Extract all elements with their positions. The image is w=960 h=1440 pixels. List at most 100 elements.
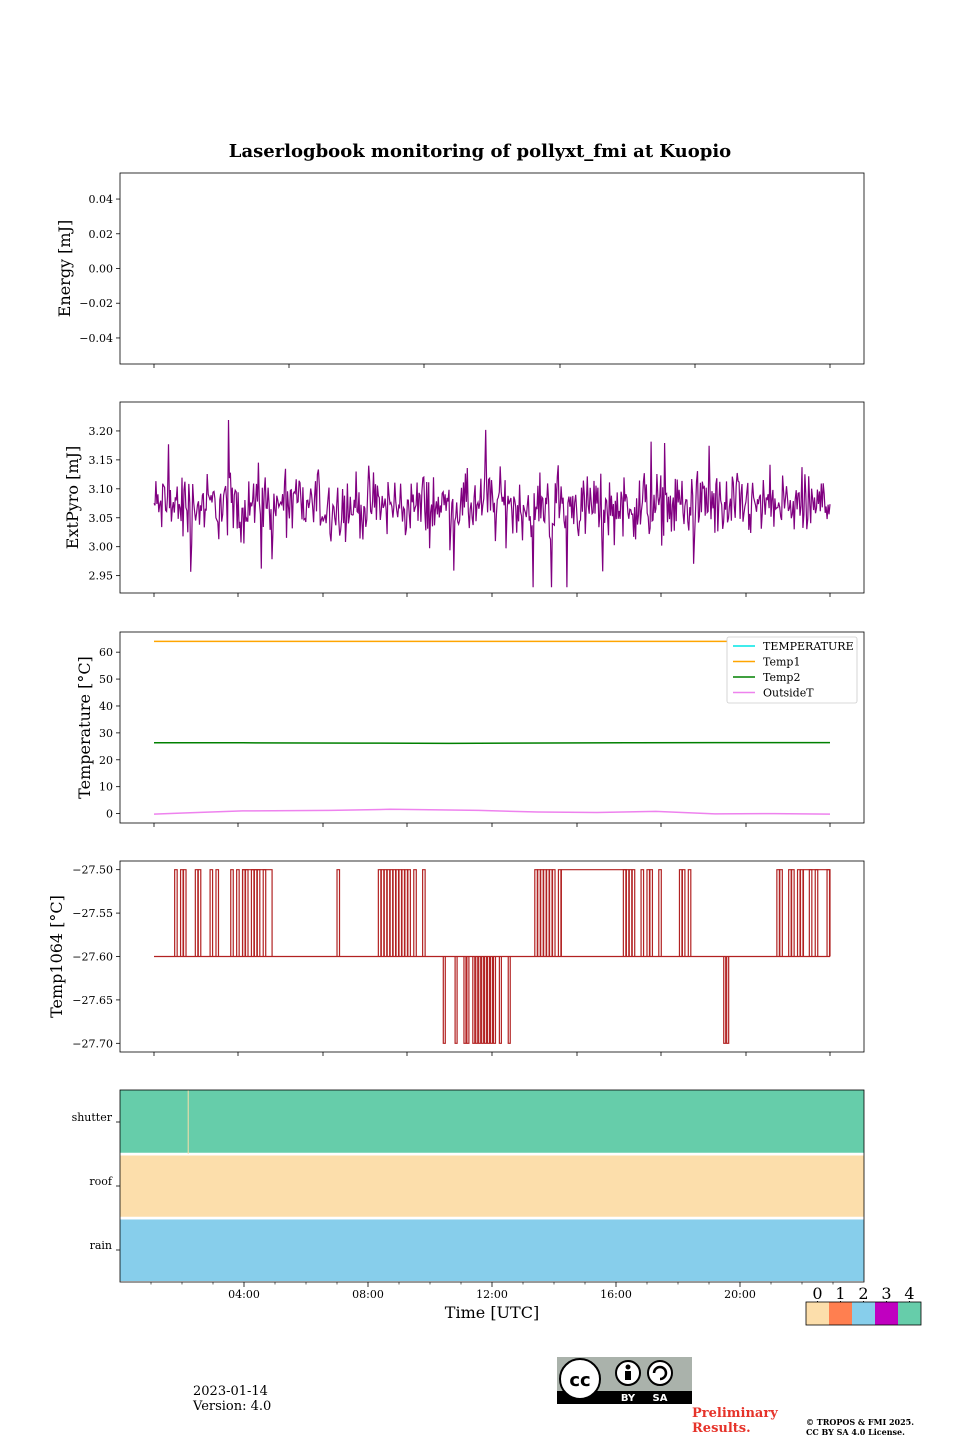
energy-ytick-label: −0.04 bbox=[79, 332, 113, 345]
temp1064-high-spike bbox=[197, 869, 202, 957]
temp1064-ytick-label: −27.70 bbox=[72, 1037, 113, 1050]
cc-by-label: BY bbox=[621, 1393, 636, 1404]
temp1064-high-spike bbox=[413, 869, 417, 957]
temp1064-low-spike bbox=[466, 956, 470, 1044]
temp1064-high-spike bbox=[788, 869, 792, 957]
status-xtick-label: 12:00 bbox=[476, 1288, 508, 1301]
temp1064-high-spike bbox=[799, 869, 804, 957]
temperature-ytick-label: 40 bbox=[99, 700, 113, 713]
status-row-label-roof: roof bbox=[89, 1175, 113, 1188]
temp1064-low-spike bbox=[723, 956, 727, 1044]
temp1064-high-spike bbox=[540, 869, 544, 957]
temp1064-high-spike bbox=[808, 869, 813, 957]
temp1064-high-spike bbox=[253, 869, 258, 957]
panel-temp1064: −27.50 −27.55 −27.60 −27.65 −27.70 Temp1064 [… bbox=[47, 860, 865, 1056]
legend-entry-temperature: TEMPERATURE bbox=[763, 640, 854, 653]
colorbar-cell-0 bbox=[806, 1302, 829, 1325]
status-row-shutter bbox=[120, 1090, 864, 1153]
copyright-line-2: CC BY SA 4.0 License. bbox=[806, 1427, 905, 1437]
status-row-roof bbox=[120, 1155, 864, 1217]
temp1064-high-spike bbox=[215, 869, 220, 957]
extpyro-ytick-label: 3.10 bbox=[89, 483, 114, 496]
legend-entry-temp1: Temp1 bbox=[763, 656, 800, 669]
status-row-label-rain: rain bbox=[90, 1239, 112, 1252]
temp1064-high-spike bbox=[678, 869, 683, 957]
panel-extpyro: 3.20 3.15 3.10 3.05 3.00 2.95 ExtPyro [mJ] bbox=[63, 401, 865, 597]
status-row-label-shutter: shutter bbox=[72, 1111, 113, 1124]
colorbar-cell-3 bbox=[875, 1302, 898, 1325]
temp1064-high-spike bbox=[548, 869, 553, 957]
cc-license-badge: cc BY SA bbox=[557, 1357, 692, 1404]
temperature-legend: TEMPERATURE Temp1 Temp2 OutsideT bbox=[726, 636, 858, 704]
extpyro-ytick-label: 3.15 bbox=[89, 454, 114, 467]
temp1064-high-spike bbox=[551, 869, 556, 957]
temp1064-high-spike bbox=[404, 869, 409, 957]
temp1064-high-spike bbox=[256, 869, 261, 957]
temp1064-high-spike bbox=[241, 869, 246, 957]
temp1064-high-spike bbox=[236, 869, 240, 957]
energy-frame bbox=[119, 172, 865, 365]
colorbar-cell-4 bbox=[898, 1302, 921, 1325]
temp1064-high-spike bbox=[392, 869, 397, 957]
temp1064-high-spike bbox=[389, 869, 394, 957]
status-xtick-label: 16:00 bbox=[600, 1288, 632, 1301]
extpyro-ytick-label: 3.05 bbox=[89, 512, 114, 525]
temp1064-high-spike bbox=[687, 869, 692, 957]
results-label: Results. bbox=[692, 1421, 751, 1436]
cc-icon: cc bbox=[569, 1370, 590, 1391]
legend-entry-temp2: Temp2 bbox=[763, 671, 800, 684]
temp1064-high-spike bbox=[262, 869, 267, 957]
temp1064-low-spike bbox=[507, 956, 511, 1044]
colorbar-frame bbox=[805, 1301, 922, 1326]
temp1064-high-spike bbox=[386, 869, 391, 957]
temp1064-ylabel: Temp1064 [°C] bbox=[47, 895, 66, 1018]
temp1064-high-spike bbox=[398, 869, 403, 957]
temperature-ytick-label: 0 bbox=[106, 808, 113, 821]
temp1064-high-spike bbox=[194, 869, 199, 957]
temp1064-high-spike bbox=[179, 869, 184, 957]
energy-ylabel: Energy [mJ] bbox=[55, 220, 74, 318]
temp1064-high-spike bbox=[377, 869, 382, 957]
temp1064-ytick-label: −27.60 bbox=[72, 951, 113, 964]
temp1064-low-spike bbox=[492, 956, 497, 1044]
temp1064-low-spike bbox=[475, 956, 479, 1044]
preliminary-label: Preliminary bbox=[692, 1406, 778, 1421]
temp1064-high-spike bbox=[557, 869, 562, 957]
temperature-ytick-label: 10 bbox=[99, 781, 113, 794]
status-xtick-label: 08:00 bbox=[352, 1288, 384, 1301]
temp1064-high-spike bbox=[631, 869, 636, 957]
temp1064-high-spike bbox=[791, 869, 795, 957]
temp1064-high-spike bbox=[174, 869, 178, 957]
temp1064-high-spike bbox=[546, 869, 550, 957]
temp1064-high-spike bbox=[646, 869, 651, 957]
temp1064-high-spike bbox=[395, 869, 400, 957]
temp1064-high-spike bbox=[250, 869, 255, 957]
temp1064-high-plateau bbox=[560, 869, 627, 957]
chart-panels: 0.04 0.02 0.00 −0.02 −0.04 Energy [mJ] 3.20 3.1… bbox=[47, 172, 922, 1326]
sa-icon bbox=[647, 1360, 673, 1386]
temp1064-high-spike bbox=[622, 869, 627, 957]
colorbar-cell-1 bbox=[829, 1302, 852, 1325]
panel-temperature: 60 50 40 30 20 10 0 Temperature [°C] TEMPERATURE… bbox=[75, 631, 865, 827]
temperature-ylabel: Temperature [°C] bbox=[75, 656, 94, 799]
colorbar-label-4: 4 bbox=[904, 1284, 914, 1303]
temp1064-high-spike bbox=[230, 869, 234, 957]
status-xtick-label: 20:00 bbox=[724, 1288, 756, 1301]
temp1064-high-spike bbox=[380, 869, 385, 957]
colorbar-label-2: 2 bbox=[858, 1284, 868, 1303]
temp1064-high-spike bbox=[658, 869, 662, 957]
figure-title: Laserlogbook monitoring of pollyxt_fmi a… bbox=[228, 141, 732, 162]
temp1064-high-spike bbox=[537, 869, 541, 957]
energy-ytick-label: 0.00 bbox=[89, 263, 114, 276]
temp1064-low-spike bbox=[481, 956, 485, 1044]
temp1064-high-spike bbox=[628, 869, 633, 957]
status-xtick-label: 04:00 bbox=[228, 1288, 260, 1301]
temperature-series-outsidet bbox=[153, 808, 831, 815]
temp1064-low-spike bbox=[472, 956, 476, 1044]
temp1064-low-spike bbox=[454, 956, 458, 1044]
energy-ytick-label: −0.02 bbox=[79, 297, 113, 310]
temp1064-low-spike bbox=[726, 956, 730, 1044]
colorbar-label-0: 0 bbox=[812, 1284, 822, 1303]
